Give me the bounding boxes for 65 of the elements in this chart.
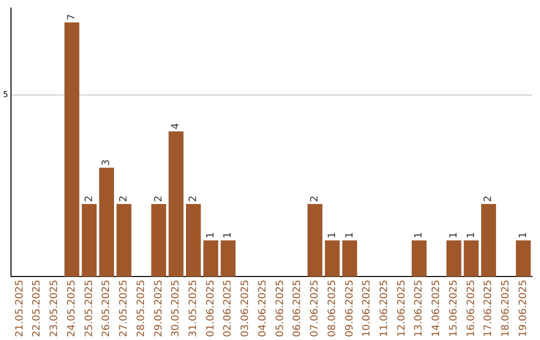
x-tick-label: 15.06.2025 <box>448 280 460 338</box>
bar <box>481 204 496 277</box>
x-tick-label: 29.05.2025 <box>153 280 164 338</box>
data-label: 1 <box>414 232 425 238</box>
data-label: 4 <box>170 122 182 130</box>
bar <box>220 240 236 277</box>
data-label: 2 <box>310 196 321 202</box>
bar <box>64 22 80 277</box>
x-tick-label: 13.06.2025 <box>414 280 425 338</box>
data-label: 1 <box>344 232 356 238</box>
x-tick-label: 11.06.2025 <box>379 280 390 338</box>
x-tick-label: 21.05.2025 <box>14 280 26 338</box>
x-tick-label: 16.06.2025 <box>466 280 477 338</box>
x-tick-label: 26.05.2025 <box>101 280 112 338</box>
data-label: 2 <box>84 196 95 202</box>
data-label: 2 <box>153 196 164 202</box>
bar <box>342 240 358 277</box>
bar <box>324 240 340 277</box>
x-tick-label: 07.06.2025 <box>310 280 321 338</box>
bar <box>99 168 114 277</box>
data-label: 2 <box>188 196 199 202</box>
bar <box>116 204 132 277</box>
x-tick-label: 02.06.2025 <box>222 280 234 338</box>
data-label: 7 <box>66 14 78 20</box>
bar <box>82 204 97 277</box>
data-label: 1 <box>466 232 477 238</box>
x-tick-label: 08.06.2025 <box>326 280 338 338</box>
bar <box>186 204 201 277</box>
x-tick-label: 27.05.2025 <box>118 280 130 338</box>
x-tick-label: 14.06.2025 <box>431 280 442 338</box>
bar <box>151 204 166 277</box>
bar <box>464 240 479 277</box>
x-tick-label: 09.06.2025 <box>344 280 356 338</box>
x-tick-label: 18.06.2025 <box>500 280 512 338</box>
data-label: 2 <box>483 196 494 202</box>
x-tick-label: 22.05.2025 <box>32 280 43 338</box>
x-tick-label: 05.06.2025 <box>274 280 286 338</box>
data-label: 3 <box>101 159 112 166</box>
bar <box>446 240 462 277</box>
data-label: 1 <box>205 232 216 238</box>
x-tick-label: 01.06.2025 <box>205 280 216 338</box>
x-tick-label: 23.05.2025 <box>49 280 60 338</box>
x-tick-label: 06.06.2025 <box>292 280 304 338</box>
y-tick-label: 5 <box>2 90 8 100</box>
x-tick-label: 03.06.2025 <box>240 280 252 338</box>
x-tick-label: 17.06.2025 <box>483 280 494 338</box>
data-label: 2 <box>118 196 130 202</box>
data-label: 1 <box>326 232 338 238</box>
x-tick-label: 10.06.2025 <box>362 280 373 338</box>
x-tick-label: 28.05.2025 <box>136 280 147 338</box>
x-tick-label: 25.05.2025 <box>84 280 95 338</box>
data-label: 1 <box>222 232 234 238</box>
bar <box>516 240 531 277</box>
bar <box>308 204 322 277</box>
x-tick-label: 19.06.2025 <box>518 280 529 338</box>
x-tick-label: 24.05.2025 <box>66 280 78 338</box>
bar <box>168 131 184 277</box>
data-label: 1 <box>448 232 460 238</box>
x-tick-label: 12.06.2025 <box>396 280 408 338</box>
x-tick-label: 30.05.2025 <box>170 280 182 338</box>
bar <box>203 240 218 277</box>
bar <box>412 240 427 277</box>
x-tick-label: 31.05.2025 <box>188 280 199 338</box>
x-tick-label: 04.06.2025 <box>257 280 268 338</box>
data-label: 1 <box>518 232 529 238</box>
